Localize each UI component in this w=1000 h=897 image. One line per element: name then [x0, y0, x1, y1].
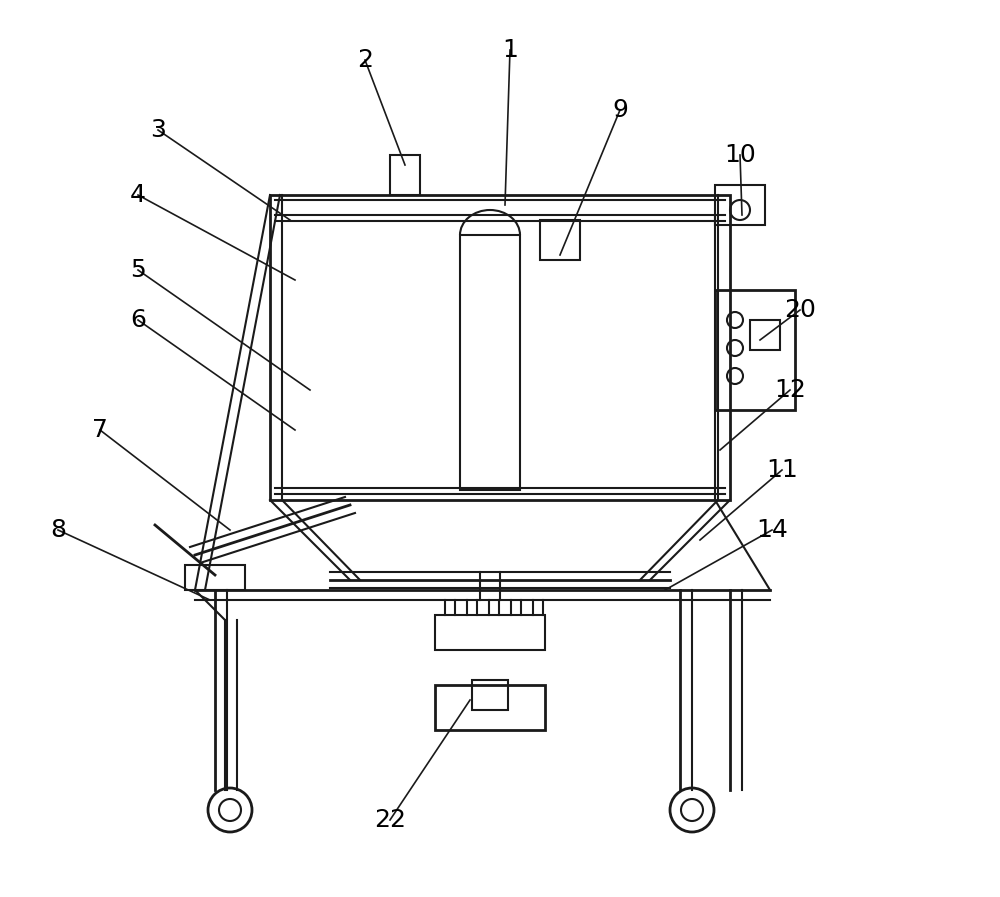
Bar: [750, 320, 780, 350]
Text: 8: 8: [50, 518, 66, 542]
Text: 7: 7: [92, 418, 108, 442]
Text: 20: 20: [784, 298, 816, 322]
Text: 3: 3: [150, 118, 166, 142]
Text: 11: 11: [766, 458, 798, 482]
Text: 14: 14: [756, 518, 788, 542]
Text: 9: 9: [612, 98, 628, 122]
Bar: [540, 220, 580, 260]
Bar: [435, 685, 545, 730]
Text: 2: 2: [357, 48, 373, 72]
Text: 22: 22: [374, 808, 406, 832]
Bar: [390, 155, 420, 195]
Text: 12: 12: [774, 378, 806, 402]
Text: 1: 1: [502, 38, 518, 62]
Bar: [185, 565, 245, 590]
Text: 4: 4: [130, 183, 146, 207]
Bar: [435, 615, 545, 650]
Bar: [715, 185, 765, 225]
Bar: [715, 290, 795, 410]
Bar: [460, 235, 520, 490]
Text: 6: 6: [130, 308, 146, 332]
Text: 10: 10: [724, 143, 756, 167]
Text: 5: 5: [130, 258, 146, 282]
Bar: [472, 680, 508, 710]
Bar: [270, 195, 730, 500]
